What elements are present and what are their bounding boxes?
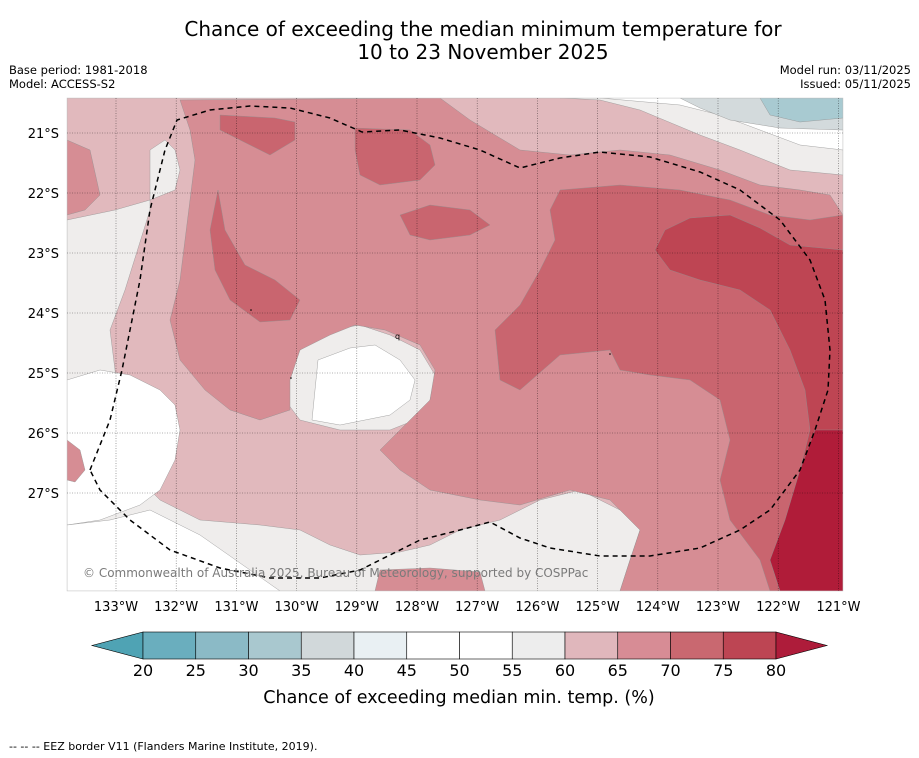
longitude-labels: 133°W 132°W 131°W 130°W 129°W 128°W 127°W 126°W… (94, 600, 861, 615)
lon-label: 127°W (455, 600, 499, 615)
lon-label: 131°W (214, 600, 258, 615)
colorbar-over-arrow (775, 631, 829, 660)
colorbar-tick-label: 70 (660, 661, 680, 680)
lon-label: 122°W (756, 600, 800, 615)
issued-date: Issued: 05/11/2025 (800, 77, 911, 91)
colorbar-segment (511, 631, 566, 660)
lon-label: 126°W (515, 600, 559, 615)
lon-label: 121°W (816, 600, 860, 615)
colorbar-segment (195, 631, 249, 660)
fill-65-70-west-lobe-2 (67, 439, 86, 483)
eez-border (89, 105, 831, 579)
fill-80-plus (769, 429, 843, 591)
colorbar-segment (722, 631, 777, 660)
colorbar-segment (670, 631, 724, 660)
meta-left: Base period: 1981-2018 Model: ACCESS-S2 (9, 63, 148, 91)
lon-label: 128°W (395, 600, 439, 615)
colorbar-tick-label: 75 (713, 661, 733, 680)
colorbar-tick-label: 45 (397, 661, 417, 680)
colorbar-segment (459, 631, 513, 660)
lat-label: 25°S (28, 367, 59, 382)
colorbar-tick-label: 35 (291, 661, 311, 680)
colorbar-segment (142, 631, 197, 660)
fill-65-70-west-lobe (67, 139, 101, 216)
graticule (67, 98, 843, 591)
copyright-notice: © Commonwealth of Australia 2025, Bureau… (83, 566, 588, 580)
colorbar-tick-label: 80 (766, 661, 786, 680)
colorbar-segment (248, 631, 302, 660)
fill-30-35-north (759, 98, 843, 123)
map-frame (66, 97, 844, 592)
colorbar-tick-label: 60 (555, 661, 575, 680)
colorbar-tick-label: 30 (238, 661, 258, 680)
fill-70-75-mid (399, 204, 491, 241)
colorbar-label: Chance of exceeding median min. temp. (%… (263, 688, 654, 708)
fill-50-55-west (67, 369, 181, 526)
colorbar-under-arrow (90, 631, 144, 660)
island-dot (290, 377, 292, 379)
colorbar-tick-label: 40 (344, 661, 364, 680)
colorbar-segment (617, 631, 671, 660)
lon-label: 129°W (335, 600, 379, 615)
base-period: Base period: 1981-2018 (9, 63, 148, 77)
colorbar-tick-label: 55 (502, 661, 522, 680)
lat-label: 27°S (28, 487, 59, 502)
lon-label: 123°W (696, 600, 740, 615)
colorbar-tick-label: 25 (186, 661, 206, 680)
latitude-labels: 21°S 22°S 23°S 24°S 25°S 26°S 27°S (28, 127, 59, 502)
colorbar-tick-label: 50 (449, 661, 469, 680)
island-dot (609, 353, 611, 355)
fill-70-75-north (219, 114, 296, 156)
colorbar-tick-label: 20 (133, 661, 153, 680)
fill-65-70-south (374, 567, 486, 591)
colorbar-segment (300, 631, 355, 660)
colorbar-segment (406, 631, 460, 660)
lat-label: 26°S (28, 427, 59, 442)
colorbar-tick-label: 65 (608, 661, 628, 680)
fill-50-55-southwest (67, 509, 281, 591)
lat-label: 23°S (28, 247, 59, 262)
colorbar-segment (564, 631, 619, 660)
lon-label: 130°W (275, 600, 319, 615)
fill-50-55-central (311, 344, 416, 426)
model-run: Model run: 03/11/2025 (779, 63, 911, 77)
island-label: q (395, 332, 400, 341)
lat-label: 24°S (28, 307, 59, 322)
title-line-2: 10 to 23 November 2025 (357, 40, 609, 64)
chart-title: Chance of exceeding the median minimum t… (0, 18, 919, 64)
lat-label: 22°S (28, 187, 59, 202)
island-dot (250, 309, 252, 311)
lon-label: 124°W (636, 600, 680, 615)
lon-label: 125°W (576, 600, 620, 615)
meta-right: Model run: 03/11/2025 Issued: 05/11/2025 (780, 63, 911, 91)
fill-70-75-west-ridge (209, 189, 301, 323)
lon-label: 132°W (154, 600, 198, 615)
lon-label: 133°W (94, 600, 138, 615)
colorbar-segment (353, 631, 408, 660)
title-line-1: Chance of exceeding the median minimum t… (184, 17, 782, 41)
model-name: Model: ACCESS-S2 (9, 77, 116, 91)
eez-legend: -- -- -- EEZ border V11 (Flanders Marine… (9, 740, 318, 753)
colorbar: 20 25 30 35 40 45 50 55 60 65 70 75 80 (90, 631, 829, 680)
contour-fill (67, 98, 843, 591)
lat-label: 21°S (28, 127, 59, 142)
